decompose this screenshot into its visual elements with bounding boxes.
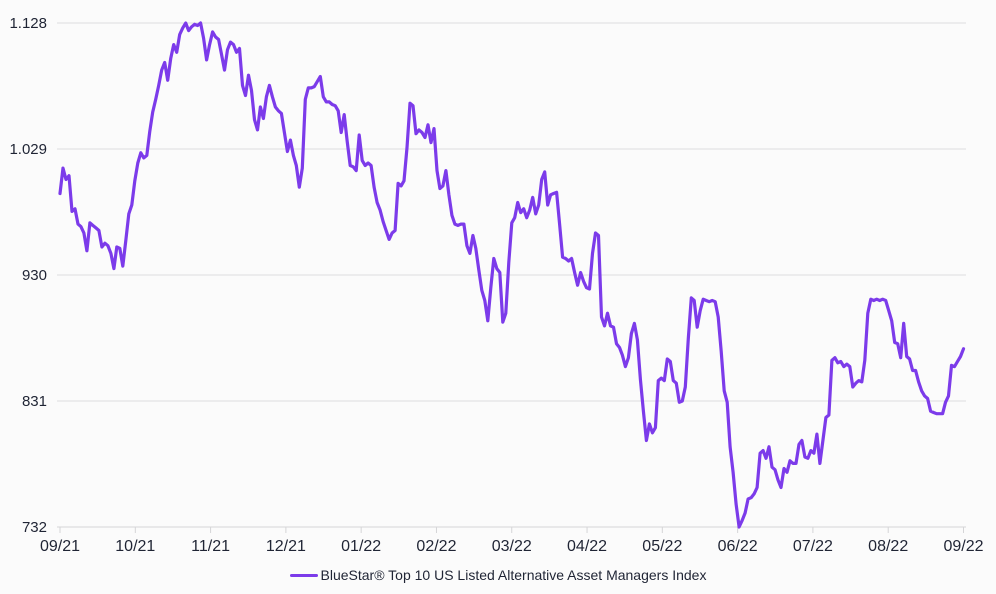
x-tick-label: 05/22	[642, 538, 682, 555]
x-tick-label: 01/22	[341, 538, 381, 555]
y-tick-label: 732	[22, 519, 47, 536]
y-tick-label: 1.029	[9, 141, 47, 158]
x-tick-label: 11/21	[191, 538, 230, 555]
x-tick-label: 03/22	[492, 538, 532, 555]
legend-label: BlueStar® Top 10 US Listed Alternative A…	[320, 567, 707, 583]
x-tick-label: 08/22	[868, 538, 908, 555]
x-tick-label: 09/22	[943, 538, 983, 555]
legend: BlueStar® Top 10 US Listed Alternative A…	[0, 564, 996, 586]
x-tick-label: 02/22	[416, 538, 456, 555]
x-tick-label: 09/21	[40, 538, 80, 555]
x-tick-label: 07/22	[793, 538, 833, 555]
index-line-series	[58, 21, 966, 529]
y-tick-label: 930	[22, 267, 47, 284]
x-tick-label: 04/22	[567, 538, 607, 555]
y-tick-label: 831	[22, 393, 47, 410]
y-tick-label: 1.128	[9, 15, 47, 32]
x-tick-label: 06/22	[718, 538, 758, 555]
legend-line-swatch	[289, 573, 318, 577]
x-tick-label: 10/21	[115, 538, 155, 555]
x-tick-label: 12/21	[266, 538, 306, 555]
